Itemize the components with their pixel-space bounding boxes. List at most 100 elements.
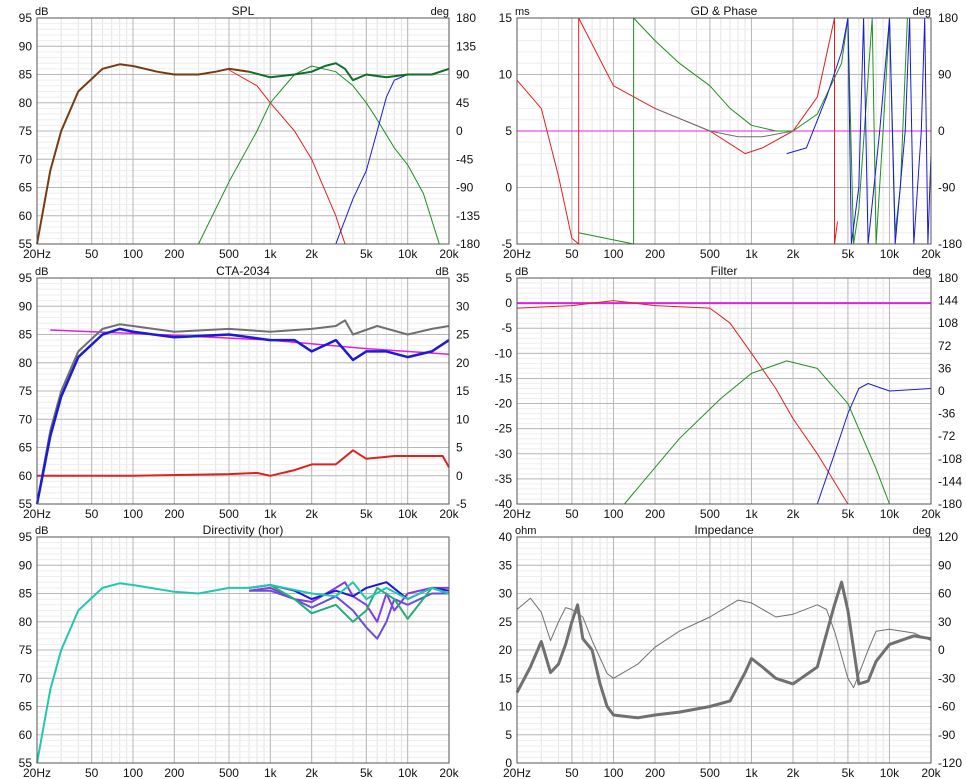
y2-tick-label: -5 xyxy=(456,497,467,511)
y-tick-label: 0 xyxy=(505,181,512,195)
plot-border xyxy=(36,536,450,764)
y-tick-label: 75 xyxy=(19,124,33,138)
y2-tick-label: 35 xyxy=(456,271,470,285)
y-tick-label: 15 xyxy=(499,11,513,25)
x-tick-label: 100 xyxy=(123,247,143,261)
y2-tick-label: 108 xyxy=(938,316,958,330)
x-tick-label: 20Hz xyxy=(503,507,531,521)
y2-tick-label: -60 xyxy=(938,700,956,714)
x-tick-label: 2k xyxy=(787,766,801,779)
y-tick-label: 60 xyxy=(19,209,33,223)
x-tick-label: 200 xyxy=(645,766,665,779)
y-tick-label: -20 xyxy=(495,397,513,411)
y-tick-label: 0 xyxy=(505,296,512,310)
y2-tick-label: 90 xyxy=(938,558,952,572)
y2-tick-label: -144 xyxy=(938,474,962,488)
y2-tick-label: 135 xyxy=(456,39,476,53)
y2-tick-label: -108 xyxy=(938,452,962,466)
x-tick-label: 20k xyxy=(439,507,459,521)
y2-tick-label: 60 xyxy=(938,587,952,601)
y2-tick-label: 180 xyxy=(938,11,958,25)
y2-tick-label: 5 xyxy=(456,441,463,455)
y2-tick-label: 180 xyxy=(938,271,958,285)
y-tick-label: 60 xyxy=(19,469,33,483)
x-tick-label: 10k xyxy=(398,766,418,779)
y2-tick-label: 72 xyxy=(938,339,952,353)
x-tick-label: 200 xyxy=(645,247,665,261)
y-tick-label: 35 xyxy=(499,558,513,572)
x-tick-label: 100 xyxy=(603,247,623,261)
left-axis-unit: ms xyxy=(515,6,530,18)
chart-title: Filter xyxy=(711,264,738,278)
series-line-1 xyxy=(37,449,450,477)
y2-tick-label: -45 xyxy=(456,152,474,166)
x-tick-label: 10k xyxy=(880,247,900,261)
series-line-4 xyxy=(654,107,794,138)
y2-tick-label: 0 xyxy=(938,643,945,657)
y-tick-label: 70 xyxy=(19,152,33,166)
y2-tick-label: 25 xyxy=(456,328,470,342)
x-tick-label: 5k xyxy=(842,247,856,261)
x-tick-label: 50 xyxy=(565,507,579,521)
x-tick-label: 20Hz xyxy=(23,247,51,261)
x-tick-label: 5k xyxy=(360,247,374,261)
x-tick-label: 10k xyxy=(880,507,900,521)
x-tick-label: 5k xyxy=(360,507,374,521)
x-tick-label: 200 xyxy=(164,247,184,261)
y-tick-label: -5 xyxy=(501,237,512,251)
y-tick-label: -15 xyxy=(495,371,513,385)
y2-tick-label: -120 xyxy=(938,756,962,770)
left-axis-unit: dB xyxy=(35,6,48,18)
right-axis-unit: dB xyxy=(436,266,449,278)
x-tick-label: 2k xyxy=(305,766,319,779)
x-tick-label: 20k xyxy=(921,507,941,521)
x-tick-label: 20Hz xyxy=(503,247,531,261)
y2-tick-label: 144 xyxy=(938,294,958,308)
chart-title: Directivity (hor) xyxy=(203,523,284,537)
series-line-5 xyxy=(786,17,932,245)
y2-tick-label: 30 xyxy=(456,299,470,313)
x-tick-label: 2k xyxy=(305,247,319,261)
series-line-4 xyxy=(816,383,932,505)
y2-tick-label: 15 xyxy=(456,384,470,398)
x-tick-label: 50 xyxy=(565,766,579,779)
series-line-4 xyxy=(35,327,450,505)
y2-tick-label: -180 xyxy=(938,237,962,251)
right-axis-unit: deg xyxy=(913,266,931,278)
y-tick-label: 55 xyxy=(19,756,33,770)
y2-tick-label: 0 xyxy=(456,469,463,483)
y-tick-label: 55 xyxy=(19,497,33,511)
y2-tick-label: 30 xyxy=(938,615,952,629)
x-tick-label: 1k xyxy=(264,247,278,261)
x-tick-label: 5k xyxy=(842,507,856,521)
y-tick-label: 65 xyxy=(19,181,33,195)
x-tick-label: 1k xyxy=(745,507,759,521)
x-tick-label: 5k xyxy=(360,766,374,779)
x-tick-label: 20k xyxy=(439,766,459,779)
y2-tick-label: -135 xyxy=(456,209,480,223)
x-tick-label: 10k xyxy=(398,247,418,261)
chart-title: SPL xyxy=(232,4,255,18)
x-tick-label: 1k xyxy=(745,247,759,261)
y-tick-label: 80 xyxy=(19,356,33,370)
y2-tick-label: 10 xyxy=(456,412,470,426)
x-tick-label: 200 xyxy=(164,766,184,779)
series-line-5 xyxy=(36,581,450,764)
x-tick-label: 10k xyxy=(880,766,900,779)
y-tick-label: 65 xyxy=(19,441,33,455)
left-axis-unit: ohm xyxy=(515,525,536,537)
y-tick-label: 15 xyxy=(499,671,513,685)
y-tick-label: 5 xyxy=(505,271,512,285)
left-axis-unit: dB xyxy=(35,525,48,537)
y-tick-label: 5 xyxy=(505,728,512,742)
x-tick-label: 10k xyxy=(398,507,418,521)
y2-tick-label: -90 xyxy=(938,181,956,195)
y2-tick-label: 45 xyxy=(456,96,470,110)
y-tick-label: 85 xyxy=(19,328,33,342)
x-tick-label: 2k xyxy=(787,247,801,261)
y-tick-label: 75 xyxy=(19,643,33,657)
series-line-2 xyxy=(515,580,932,720)
